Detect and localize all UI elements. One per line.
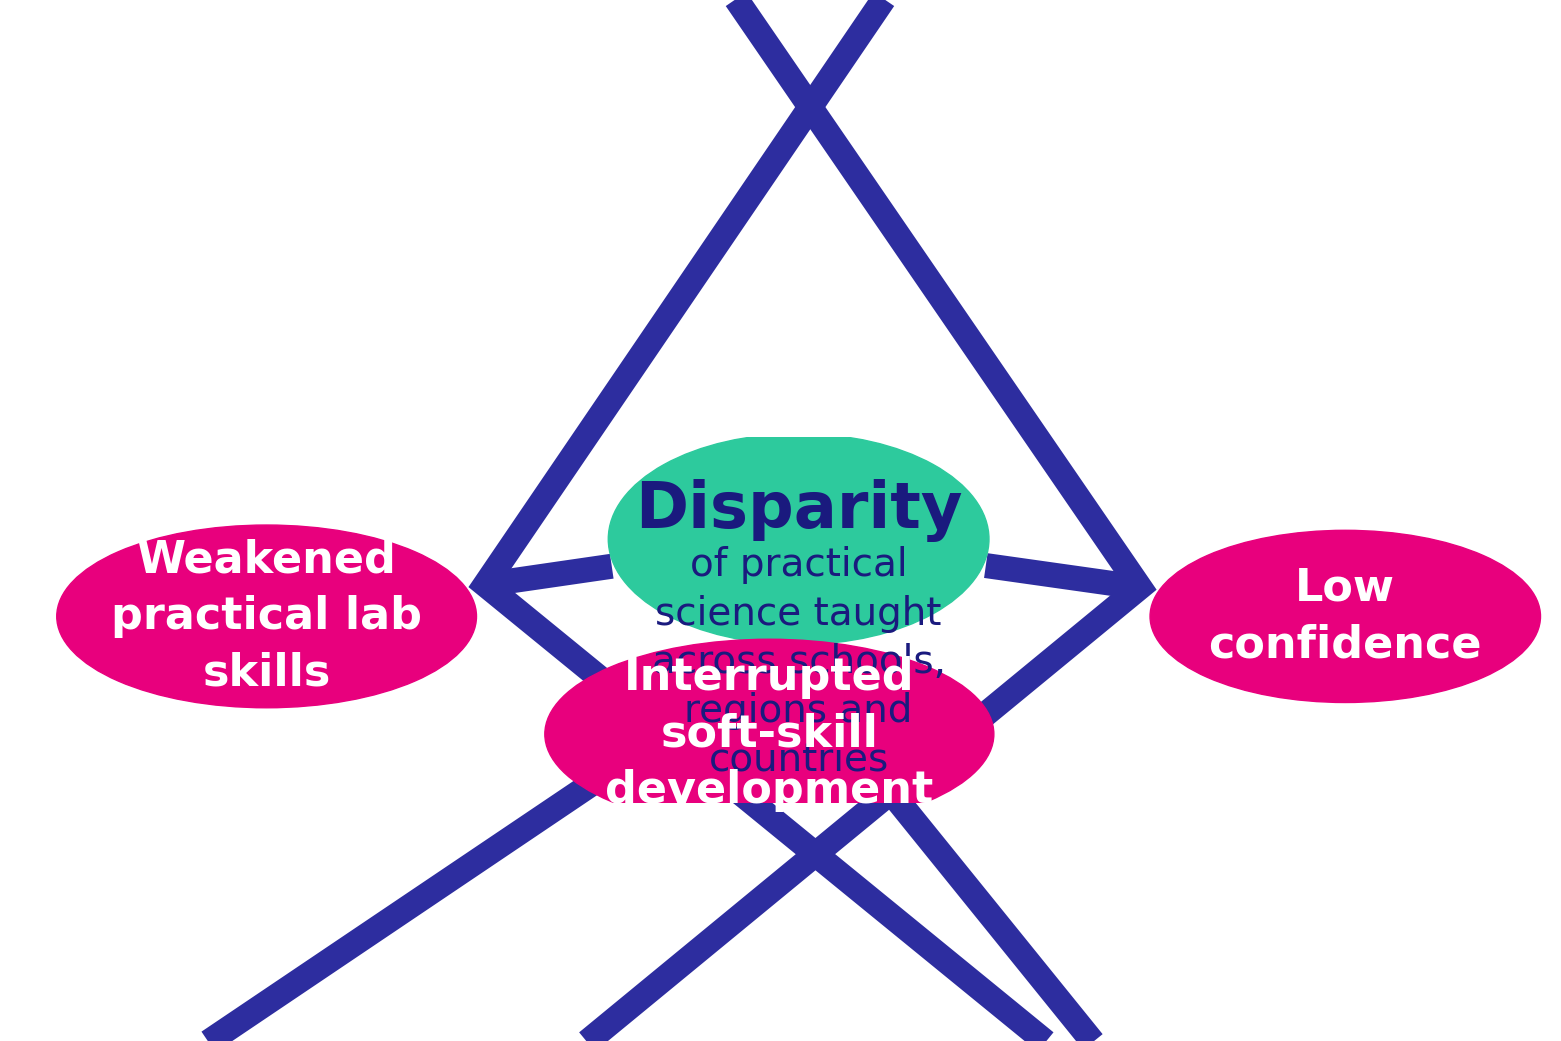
Text: of practical
science taught
across schools,
regions and
countries: of practical science taught across schoo… [651,547,946,778]
Ellipse shape [1150,530,1541,703]
Text: Weakened
practical lab
skills: Weakened practical lab skills [111,538,421,694]
Ellipse shape [56,525,476,708]
Text: Low
confidence: Low confidence [1208,566,1481,666]
Text: Disparity: Disparity [635,480,963,542]
Ellipse shape [609,434,990,644]
Text: Interrupted
soft-skill
development: Interrupted soft-skill development [606,656,933,812]
Ellipse shape [545,639,994,829]
